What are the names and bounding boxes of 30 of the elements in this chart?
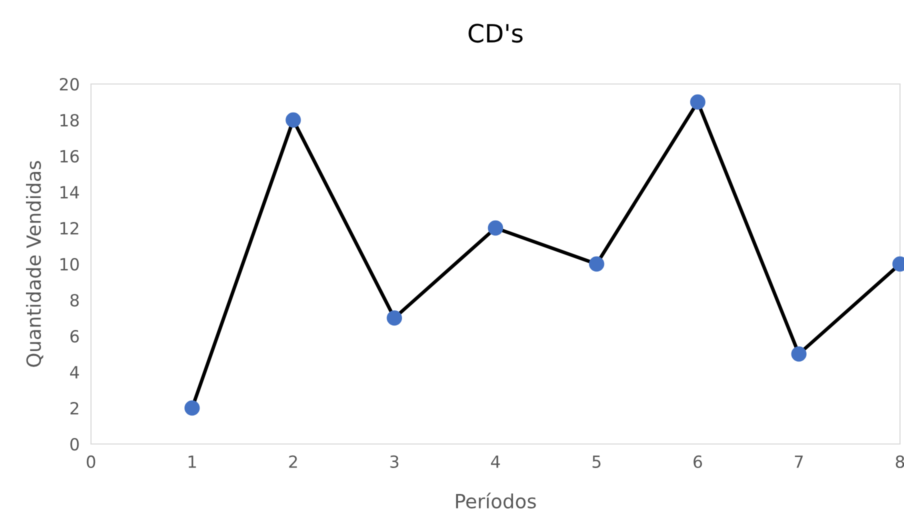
y-tick-label: 14 bbox=[60, 186, 79, 198]
point bbox=[690, 94, 706, 110]
x-tick-label: 5 bbox=[592, 456, 600, 468]
point bbox=[386, 310, 402, 326]
point bbox=[488, 220, 504, 236]
point bbox=[588, 256, 604, 272]
y-tick-label: 10 bbox=[60, 258, 79, 271]
point bbox=[286, 112, 301, 128]
x-tick-label: 4 bbox=[491, 456, 500, 468]
x-tick-label: 8 bbox=[896, 455, 904, 468]
y-tick-label: 20 bbox=[60, 78, 79, 91]
x-tick-label: 1 bbox=[188, 456, 196, 468]
x-tick-label: 7 bbox=[794, 456, 803, 468]
y-tick-label: 8 bbox=[70, 294, 79, 307]
point bbox=[184, 400, 200, 416]
y-tick-label: 16 bbox=[60, 150, 79, 163]
y-axis-title: Quantidade Vendidas bbox=[26, 161, 44, 367]
y-tick-label: 6 bbox=[70, 330, 79, 343]
x-axis-title: Períodos bbox=[456, 492, 536, 509]
chart-title: CD's bbox=[468, 24, 523, 43]
y-tick-label: 18 bbox=[60, 114, 79, 127]
y-tick-label: 12 bbox=[60, 222, 78, 234]
y-tick-label: 0 bbox=[70, 438, 79, 451]
x-tick-label: 0 bbox=[86, 455, 96, 468]
y-tick-label: 4 bbox=[70, 366, 79, 378]
x-tick-label: 2 bbox=[289, 455, 297, 468]
point bbox=[791, 346, 807, 362]
y-tick-label: 2 bbox=[70, 402, 78, 414]
x-tick-label: 3 bbox=[390, 455, 398, 468]
x-tick-label: 6 bbox=[694, 455, 702, 468]
